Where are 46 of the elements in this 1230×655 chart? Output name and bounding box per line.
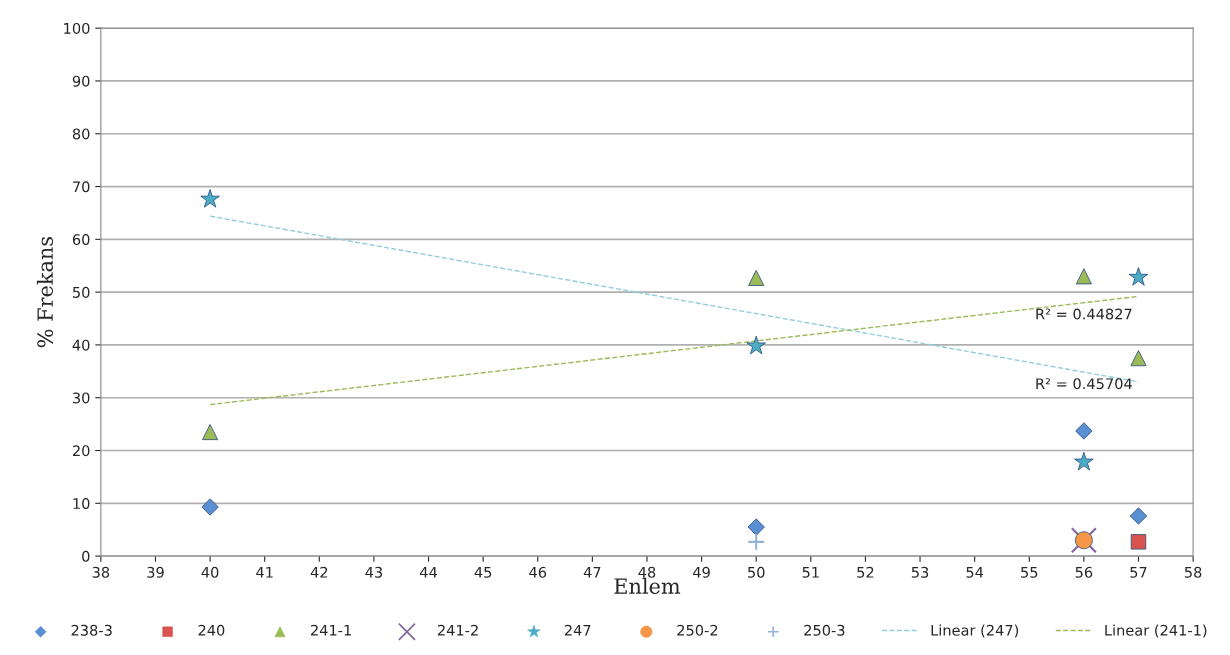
legend-label: 238-3 [71,624,112,636]
legend-label: 250-3 [804,624,845,636]
legend-label: 241-2 [437,624,478,636]
x-tick-label: 57 [1130,566,1147,578]
x-tick-label: 55 [1021,566,1038,578]
y-tick-label: 60 [72,234,90,246]
y-tick-label: 20 [72,445,90,457]
x-tick-label: 54 [966,566,984,578]
x-tick-label: 50 [748,566,765,578]
x-tick-label: 41 [256,566,273,578]
y-tick-label: 0 [82,550,90,562]
x-axis-title: Enlem [614,577,681,594]
x-tick-label: 48 [638,566,656,578]
x-tick-label: 38 [92,566,110,578]
legend-label: 250-2 [677,624,718,636]
y-tick-label: 50 [73,286,90,298]
x-tick-label: 40 [201,566,219,578]
x-tick-label: 46 [529,566,547,578]
x-tick-label: 39 [147,566,164,578]
y-tick-label: 10 [73,498,90,510]
y-axis-title: % Frekans [36,237,54,348]
y-tick-label: 80 [72,128,90,140]
legend-label: Linear (241-1) [1105,624,1207,638]
x-tick-label: 53 [911,566,929,578]
legend-label: 241-1 [310,624,351,636]
x-tick-label: 44 [419,566,437,578]
annotation: R² = 0.45704 [1036,378,1132,390]
y-tick-label: 40 [72,339,90,351]
x-tick-label: 52 [857,566,874,578]
point [747,532,766,551]
y-tick-label: 30 [73,392,90,404]
x-tick-label: 42 [310,566,328,578]
y-tick-label: 100 [64,22,90,34]
x-tick-label: 49 [693,566,710,578]
x-tick-label: 51 [802,566,819,578]
legend-label: 247 [564,624,591,636]
x-tick-label: 56 [1075,566,1093,578]
y-tick-label: 90 [72,75,90,87]
y-tick-label: 70 [73,181,90,193]
x-tick-label: 47 [583,566,601,578]
x-tick-label: 43 [365,566,383,578]
legend-label: Linear (247) [931,624,1019,638]
x-tick-label: 45 [474,566,492,578]
annotation: R² = 0.44827 [1036,308,1132,320]
x-tick-label: 58 [1184,566,1202,578]
legend-label: 240 [198,624,225,636]
